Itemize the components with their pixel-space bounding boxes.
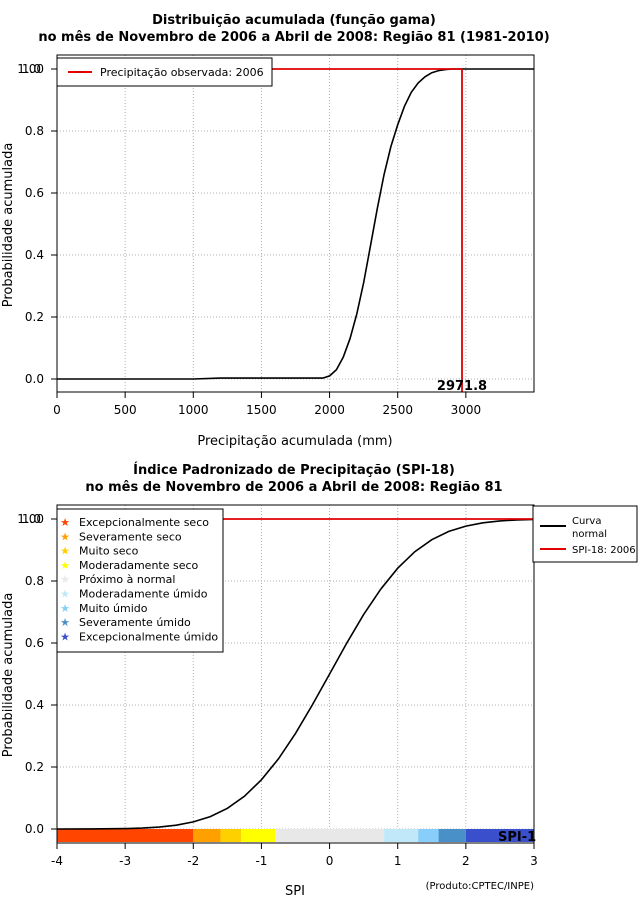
chart2-y-axis: 0.0 0.2 0.4 0.6 0.8 1.001.0 — [17, 512, 57, 836]
chart2-category-band — [193, 829, 221, 842]
c1-y-tick-label: 1.00 — [17, 62, 44, 76]
c1-x-tick-label: 3000 — [451, 403, 482, 417]
chart2-category-legend-marker: ★ — [60, 545, 70, 558]
credit-text: (Produto:CPTEC/INPE) — [426, 881, 534, 892]
chart2-category-band — [465, 829, 534, 842]
c1-x-tick-label: 1000 — [178, 403, 209, 417]
chart2-title: Índice Padronizado de Precipitação (SPI-… — [133, 462, 455, 478]
chart1-legend-observed-label: Precipitação observada: 2006 — [100, 66, 264, 79]
c2-x-tick-label: -4 — [51, 854, 63, 868]
chart-spi: Índice Padronizado de Precipitação (SPI-… — [1, 462, 638, 899]
chart2-category-band — [220, 829, 241, 842]
c2-y-tick-label: 0.6 — [25, 636, 44, 650]
c1-y-tick-label: 0.4 — [25, 248, 44, 262]
chart2-category-legend-label: Severamente seco — [79, 530, 182, 543]
chart2-category-legend-label: Muito úmido — [79, 602, 148, 615]
chart2-x-axis: -4 -3 -2 -1 0 1 2 3 — [51, 843, 538, 868]
chart2-category-legend-label: Próximo à normal — [79, 573, 175, 586]
chart2-category-band — [384, 829, 419, 842]
c1-x-tick-label: 2500 — [382, 403, 413, 417]
chart2-observed-value-label: SPI-1 — [498, 830, 536, 845]
chart2-category-band — [57, 829, 194, 842]
chart2-subtitle: no mês de Novembro de 2006 a Abril de 20… — [85, 480, 502, 495]
chart1-legend-box — [56, 57, 273, 87]
c2-x-tick-label: -1 — [255, 854, 267, 868]
chart1-observed-value-label: 2971.8 — [437, 379, 487, 394]
c1-x-tick-label: 0 — [53, 403, 61, 417]
chart2-category-legend-marker: ★ — [60, 630, 70, 643]
chart1-legend: Precipitação observada: 2006 — [56, 57, 273, 87]
chart2-category-legend-marker: ★ — [60, 516, 70, 529]
chart2-category-legend-label: Excepcionalmente úmido — [79, 630, 218, 643]
chart2-category-legend-label: Moderadamente úmido — [79, 588, 208, 601]
chart2-y-label: Probabilidade acumulada — [1, 593, 16, 758]
chart2-category-legend-marker: ★ — [60, 616, 70, 629]
chart1-y-label: Probabilidade acumulada — [1, 143, 16, 308]
chart2-category-band — [275, 829, 385, 842]
c1-x-tick-label: 1500 — [246, 403, 277, 417]
c2-x-tick-label: 0 — [326, 854, 334, 868]
chart2-category-legend-label: Excepcionalmente seco — [79, 516, 209, 529]
chart1-title: Distribuição acumulada (função gama) — [152, 13, 436, 28]
c2-y-tick-label: 0.0 — [25, 822, 44, 836]
c1-y-tick-label: 0.0 — [25, 372, 44, 386]
c2-x-tick-label: 3 — [530, 854, 538, 868]
chart2-category-legend-label: Severamente úmido — [79, 616, 191, 629]
c1-y-tick-label: 0.6 — [25, 186, 44, 200]
c1-x-tick-label: 2000 — [314, 403, 345, 417]
c1-y-tick-label: 0.2 — [25, 310, 44, 324]
chart2-category-legend-label: Muito seco — [79, 545, 139, 558]
chart-precipitation-cdf: Distribuição acumulada (função gama) no … — [1, 13, 550, 449]
chart2-category-legend-marker: ★ — [60, 602, 70, 615]
chart2-category-legend-box — [56, 508, 224, 653]
c1-y-tick-label: 0.8 — [25, 124, 44, 138]
chart1-x-label: Precipitação acumulada (mm) — [197, 434, 392, 449]
chart1-x-axis: 0 500 1000 1500 2000 2500 3000 — [53, 392, 481, 417]
chart2-legend-curve-label-1: Curva — [572, 516, 601, 527]
chart2-curve-legend: Curva normal SPI-18: 2006 — [532, 505, 638, 563]
c1-y-tick-label-overlap: 1.0 — [22, 62, 41, 76]
chart2-category-legend-marker: ★ — [60, 588, 70, 601]
c2-x-tick-label: 1 — [394, 854, 402, 868]
c2-y-tick-label: 0.4 — [25, 698, 44, 712]
chart2-category-band — [240, 829, 276, 842]
chart2-category-band — [418, 829, 439, 842]
c2-y-tick-label: 0.2 — [25, 760, 44, 774]
chart2-category-legend-label: Moderadamente seco — [79, 559, 199, 572]
chart2-x-label: SPI — [285, 884, 305, 899]
c2-x-tick-label: 2 — [462, 854, 470, 868]
c2-x-tick-label: -2 — [187, 854, 199, 868]
chart2-plot-frame — [56, 504, 535, 844]
chart1-plot-frame — [56, 54, 535, 393]
c2-series-line — [56, 518, 535, 830]
c2-y-tick-label: 1.00 — [17, 512, 44, 526]
chart2-category-legend-marker: ★ — [60, 573, 70, 586]
chart1-series — [57, 68, 534, 392]
chart1-y-axis: 0.0 0.2 0.4 0.6 0.8 1.001.0 — [17, 62, 57, 386]
chart2-curve-legend-box — [532, 505, 638, 563]
c2-y-tick-label-overlap: 1.0 — [22, 512, 41, 526]
chart1-subtitle: no mês de Novembro de 2006 a Abril de 20… — [38, 30, 549, 45]
chart2-legend-observed-label: SPI-18: 2006 — [572, 545, 636, 556]
c1-x-tick-label: 500 — [114, 403, 137, 417]
chart2-category-legend-marker: ★ — [60, 530, 70, 543]
chart2-category-legend: ★ Excepcionalmente seco ★ Severamente seco ★… — [56, 508, 224, 653]
c2-y-tick-label: 0.8 — [25, 574, 44, 588]
chart2-category-bands — [57, 829, 534, 842]
c2-x-tick-label: -3 — [119, 854, 131, 868]
chart2-category-legend-marker: ★ — [60, 559, 70, 572]
chart2-legend-curve-label-2: normal — [572, 529, 607, 540]
chart2-category-band — [438, 829, 466, 842]
